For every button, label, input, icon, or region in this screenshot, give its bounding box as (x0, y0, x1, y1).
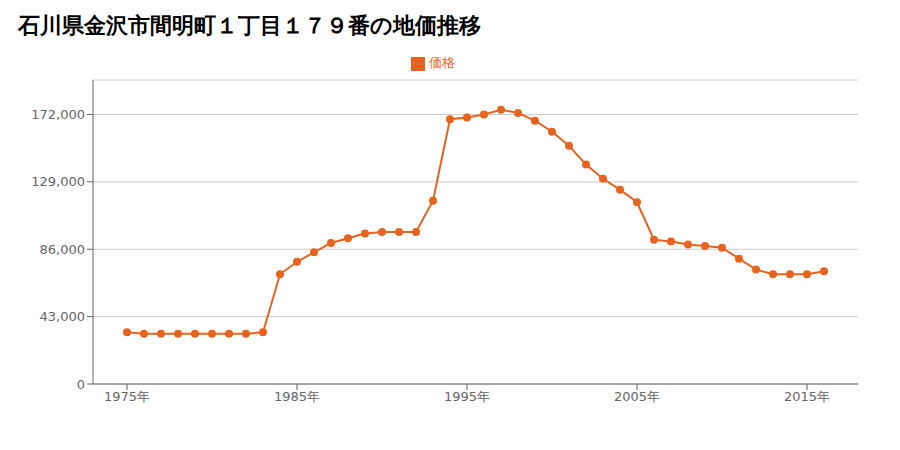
html-text:価格: 価格 (429, 55, 455, 70)
svg-text:43,000: 43,000 (40, 309, 86, 324)
svg-text:1995年: 1995年 (444, 389, 490, 404)
svg-text:2015年: 2015年 (784, 389, 830, 404)
html-text:石川県金沢市間明町１丁目１７９番の地価推移: 石川県金沢市間明町１丁目１７９番の地価推移 (18, 13, 481, 38)
svg-text:2005年: 2005年 (614, 389, 660, 404)
svg-text:1985年: 1985年 (274, 389, 320, 404)
svg-text:129,000: 129,000 (31, 174, 85, 189)
svg-text:1975年: 1975年 (104, 389, 150, 404)
svg-text:86,000: 86,000 (40, 242, 86, 257)
svg-text:0: 0 (77, 377, 85, 392)
svg-text:172,000: 172,000 (31, 107, 85, 122)
